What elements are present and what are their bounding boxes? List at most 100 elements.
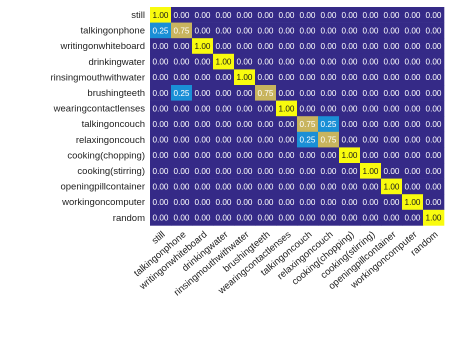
heatmap-cell — [171, 100, 193, 117]
cell-value-label: 0.00 — [174, 214, 190, 223]
heatmap-cell — [381, 194, 403, 211]
heatmap-cell — [381, 163, 403, 179]
cell-value-label: 0.00 — [405, 104, 421, 113]
cell-value-label: 0.00 — [363, 42, 379, 51]
cell-value-label: 0.00 — [153, 151, 169, 160]
heatmap-cell — [360, 100, 382, 117]
cell-value-label: 0.00 — [153, 214, 169, 223]
heatmap-cell — [402, 209, 424, 226]
heatmap-cell — [360, 38, 382, 55]
cell-value-label: 0.00 — [237, 198, 253, 207]
cell-value-label: 0.00 — [321, 42, 337, 51]
heatmap-cell — [234, 209, 256, 226]
cell-value-label: 0.00 — [153, 89, 169, 98]
cell-value-label: 0.00 — [174, 182, 190, 191]
cell-value-label: 0.00 — [153, 136, 169, 145]
heatmap-cell — [150, 194, 172, 211]
cell-value-label: 0.00 — [279, 214, 295, 223]
heatmap-cell — [192, 7, 214, 23]
heatmap-cell — [276, 53, 298, 70]
heatmap-cell — [234, 22, 256, 39]
heatmap-cell — [213, 38, 235, 55]
cell-value-label: 0.00 — [321, 89, 337, 98]
cell-value-label: 1.00 — [279, 104, 295, 113]
cell-value-label: 0.00 — [258, 182, 274, 191]
cell-value-label: 0.25 — [300, 136, 316, 145]
heatmap-cell — [171, 38, 193, 55]
heatmap-cell — [297, 116, 319, 133]
heatmap-cell — [402, 100, 424, 117]
heatmap-cell — [213, 178, 235, 195]
cell-value-label: 0.00 — [363, 89, 379, 98]
heatmap-cell — [423, 163, 445, 179]
row-tick-label: relaxingoncouch — [76, 135, 145, 146]
cell-value-label: 0.00 — [300, 42, 316, 51]
heatmap-cell — [213, 209, 235, 226]
cell-value-label: 0.00 — [258, 26, 274, 35]
heatmap-cell — [150, 53, 172, 70]
heatmap-cell — [276, 131, 298, 148]
cell-value-label: 0.00 — [363, 104, 379, 113]
heatmap-cell — [402, 163, 424, 179]
heatmap-cell — [381, 147, 403, 164]
cell-value-label: 0.00 — [321, 104, 337, 113]
heatmap-cell — [171, 194, 193, 211]
heatmap-cell — [192, 163, 214, 179]
heatmap-cell — [318, 69, 340, 86]
heatmap-cell — [339, 69, 361, 86]
cell-value-label: 0.00 — [237, 151, 253, 160]
heatmap-cell — [318, 22, 340, 39]
heatmap-cell — [255, 116, 277, 133]
heatmap-cell — [276, 209, 298, 226]
cell-value-label: 0.00 — [237, 120, 253, 129]
cell-value-label: 0.00 — [405, 182, 421, 191]
cell-value-label: 0.00 — [195, 214, 211, 223]
cell-value-label: 0.00 — [174, 58, 190, 67]
cell-value-label: 0.00 — [342, 167, 358, 176]
cell-value-label: 0.00 — [384, 58, 400, 67]
heatmap-cell — [360, 163, 382, 179]
cell-value-label: 0.00 — [300, 198, 316, 207]
cell-value-label: 0.00 — [426, 58, 442, 67]
heatmap-cell — [171, 147, 193, 164]
cell-value-label: 0.00 — [279, 120, 295, 129]
heatmap-cell — [171, 7, 193, 23]
heatmap-cell — [213, 100, 235, 117]
heatmap-cell — [339, 85, 361, 101]
cell-value-label: 0.00 — [300, 26, 316, 35]
cell-value-label: 0.00 — [174, 120, 190, 129]
heatmap-cell — [150, 7, 172, 23]
cell-value-label: 0.00 — [279, 198, 295, 207]
heatmap-cell — [339, 38, 361, 55]
heatmap-cell — [318, 38, 340, 55]
heatmap-cell — [150, 69, 172, 86]
cell-value-label: 0.00 — [174, 151, 190, 160]
heatmap-cell — [276, 38, 298, 55]
cell-value-label: 0.00 — [342, 198, 358, 207]
heatmap-cell — [234, 116, 256, 133]
cell-value-label: 0.00 — [195, 182, 211, 191]
cell-value-label: 0.00 — [363, 26, 379, 35]
cell-value-label: 0.00 — [426, 120, 442, 129]
cell-value-label: 0.00 — [258, 120, 274, 129]
cell-value-label: 0.00 — [426, 151, 442, 160]
heatmap-cell — [150, 85, 172, 101]
heatmap-cell — [297, 100, 319, 117]
heatmap-cell — [192, 38, 214, 55]
heatmap-cell — [423, 116, 445, 133]
cell-value-label: 0.00 — [195, 58, 211, 67]
heatmap-cell — [234, 163, 256, 179]
cell-value-label: 1.00 — [237, 73, 253, 82]
heatmap-cell — [402, 178, 424, 195]
heatmap-cell — [423, 22, 445, 39]
cell-value-label: 0.00 — [258, 198, 274, 207]
heatmap-cell — [339, 194, 361, 211]
cell-value-label: 0.00 — [174, 11, 190, 20]
cell-value-label: 0.00 — [405, 167, 421, 176]
heatmap-cell — [255, 38, 277, 55]
cell-value-label: 0.00 — [384, 167, 400, 176]
cell-value-label: 0.00 — [279, 182, 295, 191]
heatmap-cell — [276, 194, 298, 211]
cell-value-label: 0.00 — [342, 58, 358, 67]
cell-value-label: 0.00 — [174, 73, 190, 82]
